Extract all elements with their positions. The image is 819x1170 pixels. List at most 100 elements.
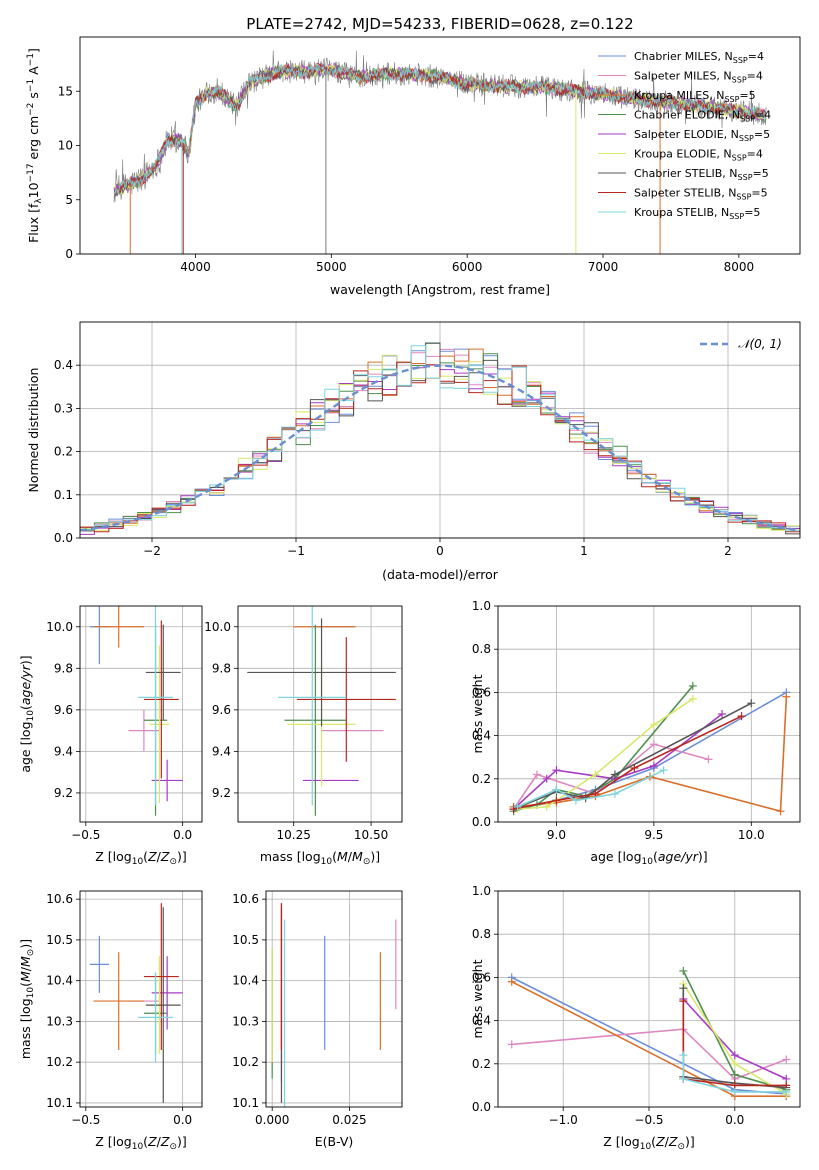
x-tick-label: 5000 — [316, 260, 347, 274]
x-tick-label: −0.5 — [71, 1113, 100, 1127]
chart-title: PLATE=2742, MJD=54233, FIBERID=0628, z=0… — [246, 15, 633, 33]
x-tick-label: −2 — [143, 544, 161, 558]
y-tick-label: 0.0 — [54, 531, 73, 545]
x-tick-label: 1 — [580, 544, 588, 558]
weight-marker-salpeter_elodie — [552, 766, 561, 775]
y-tick-label: 0.8 — [472, 642, 491, 656]
x-tick-label: −1.0 — [549, 1113, 578, 1127]
x-tick-label: 10.25 — [277, 828, 311, 842]
weight-lines — [509, 681, 791, 816]
weight-marker-chabrier_elodie — [679, 966, 688, 975]
y-tick-label: 0.2 — [472, 1057, 491, 1071]
x-tick-label: 8000 — [724, 260, 755, 274]
y-tick-label: 10.6 — [232, 892, 259, 906]
panel-8-frame — [497, 890, 801, 1108]
y-tick-label: 10.1 — [46, 1096, 73, 1110]
panel-1-axes: 4000 5000 6000 7000 8000 0 5 10 15 — [58, 84, 754, 274]
legend-entry: Salpeter STELIB, NSSP=5 — [634, 187, 768, 202]
panel-3-frame — [79, 605, 203, 823]
x-tick-label: 10.0 — [738, 828, 765, 842]
weight-marker-kroupa_miles — [782, 692, 791, 701]
legend-entry: Chabrier ELODIE, NSSP=4 — [634, 109, 771, 124]
weight-marker-kroupa_stelib — [571, 796, 580, 805]
weight-marker-salpeter_elodie — [542, 774, 551, 783]
error-bars — [89, 903, 183, 1103]
y-tick-label: 0 — [65, 247, 73, 261]
panel-5-frame — [497, 605, 801, 823]
model-spectrum-kroupa_stelib — [113, 63, 767, 195]
error-bars — [89, 606, 183, 816]
y-tick-label: 10.5 — [232, 933, 259, 947]
error-bars — [271, 903, 397, 1107]
legend: Chabrier MILES, NSSP=4 Salpeter MILES, NS… — [598, 50, 771, 221]
y-tick-label: 0.2 — [54, 445, 73, 459]
weight-marker-kroupa_stelib — [610, 789, 619, 798]
y-tick-label: 10.3 — [46, 1014, 73, 1028]
y-axis-label: Normed distribution — [26, 368, 41, 493]
x-tick-label: −1 — [287, 544, 305, 558]
x-tick-label: 0.000 — [255, 1113, 289, 1127]
normal-curve — [80, 364, 800, 532]
weight-marker-salpeter_miles — [782, 1055, 791, 1064]
x-tick-label: 2 — [724, 544, 732, 558]
y-tick-label: 0.4 — [54, 358, 73, 372]
x-tick-label: 10.50 — [354, 828, 388, 842]
panel-4-axes: 10.25 10.50 9.2 9.4 9.6 9.8 10.0 — [204, 606, 402, 842]
y-tick-label: 10.2 — [46, 1055, 73, 1069]
weight-marker-chabrier_stelib — [747, 699, 756, 708]
weight-marker-salpeter_stelib — [552, 796, 561, 805]
x-tick-label: 6000 — [452, 260, 483, 274]
x-axis-label: Z [log10(Z/Z⊙)] — [95, 849, 187, 867]
weight-marker-salpeter_miles — [507, 1040, 516, 1049]
panel-1-frame — [79, 36, 801, 255]
y-tick-label: 10.4 — [232, 974, 259, 988]
y-tick-label: 15 — [58, 84, 73, 98]
y-tick-label: 9.4 — [212, 744, 231, 758]
x-axis-label: wavelength [Angstrom, rest frame] — [330, 282, 550, 297]
y-tick-label: 9.8 — [54, 661, 73, 675]
error-bars — [247, 606, 396, 816]
x-tick-label: 0.0 — [173, 1113, 192, 1127]
weight-marker-kroupa_elodie — [649, 720, 658, 729]
y-axis-label: mass weight — [470, 674, 485, 753]
x-tick-label: 7000 — [588, 260, 619, 274]
y-tick-label: 0.4 — [472, 1014, 491, 1028]
x-axis-label: (data-model)/error — [382, 567, 499, 582]
legend-entry: Kroupa STELIB, NSSP=5 — [634, 206, 760, 221]
weight-line-kroupa_miles — [513, 696, 788, 813]
y-tick-label: 9.2 — [212, 786, 231, 800]
panel-2-axes: −2 −1 0 1 2 0.0 0.1 0.2 0.3 0.4 — [54, 322, 800, 558]
x-axis-label: mass [log10(M/M⊙)] — [260, 849, 380, 867]
y-tick-label: 10.0 — [46, 620, 73, 634]
weight-marker-chabrier_elodie — [730, 1070, 739, 1079]
weight-marker-kroupa_stelib — [552, 785, 561, 794]
y-tick-label: 0.8 — [472, 927, 491, 941]
y-tick-label: 9.2 — [54, 786, 73, 800]
x-tick-label: 0.0 — [173, 828, 192, 842]
weight-marker-salpeter_stelib — [630, 764, 639, 772]
weight-marker-kroupa_stelib — [730, 1087, 739, 1096]
weight-marker-salpeter_miles — [532, 770, 541, 779]
y-tick-label: 10.0 — [204, 620, 231, 634]
x-axis-label: age [log10(age/yr)] — [590, 849, 707, 867]
x-axis-label: Z [log10(Z/Z⊙)] — [603, 1134, 695, 1152]
y-tick-label: 10.2 — [232, 1055, 259, 1069]
weight-marker-salpeter_stelib — [737, 712, 746, 721]
weight-marker-chabrier_stelib — [610, 770, 619, 779]
weight-line-salpeter_stelib — [682, 1001, 787, 1087]
panel-6-frame — [79, 890, 203, 1108]
panel-7-frame — [265, 890, 403, 1108]
legend-entry-normal: 𝒩(0, 1) — [738, 337, 782, 351]
y-axis-label: mass weight — [470, 959, 485, 1038]
y-tick-label: 10.5 — [46, 933, 73, 947]
x-tick-label: 9.5 — [644, 828, 663, 842]
legend-entry: Chabrier STELIB, NSSP=5 — [634, 167, 769, 182]
weight-line-kroupa_stelib — [682, 1055, 787, 1093]
y-tick-label: 10.4 — [46, 974, 73, 988]
weight-marker-kroupa_stelib — [659, 766, 668, 775]
weight-marker-kroupa_miles — [776, 807, 785, 816]
legend-entry: Salpeter ELODIE, NSSP=5 — [634, 128, 770, 143]
x-tick-label: 0.0 — [725, 1113, 744, 1127]
y-tick-label: 0.0 — [472, 1100, 491, 1114]
